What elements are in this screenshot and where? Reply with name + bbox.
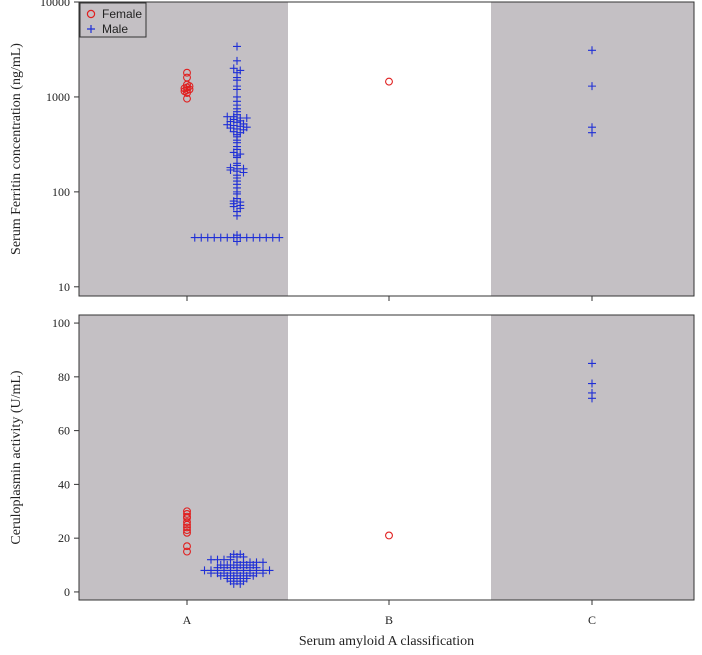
data-point-female bbox=[183, 520, 191, 529]
data-point-male bbox=[226, 555, 235, 564]
data-point-male bbox=[588, 379, 596, 388]
data-point-female bbox=[183, 542, 191, 551]
legend-female-marker bbox=[86, 9, 96, 19]
ferritin-x-ticks bbox=[186, 296, 593, 301]
data-point-female bbox=[183, 547, 191, 556]
data-point-female bbox=[385, 77, 393, 86]
ferritin-y-axis-label: Serum Ferritin concentration (ng/mL) bbox=[9, 43, 24, 255]
ceruloplasmin-points bbox=[183, 359, 596, 588]
y-tick-label: 60 bbox=[58, 424, 70, 438]
x-tick-label: A bbox=[183, 613, 192, 627]
y-tick-label: 20 bbox=[58, 531, 70, 545]
ferritin-plot-frame bbox=[78, 1, 695, 297]
data-point-male bbox=[259, 558, 267, 567]
data-point-male bbox=[233, 85, 241, 94]
data-point-male bbox=[229, 64, 238, 73]
ferritin-points bbox=[180, 42, 596, 246]
data-point-male bbox=[588, 46, 596, 55]
data-point-male bbox=[233, 110, 241, 119]
ceruloplasmin-y-axis: 0 20 40 60 80 100 bbox=[52, 316, 79, 599]
data-point-male bbox=[223, 120, 232, 129]
data-point-female bbox=[183, 68, 191, 77]
y-tick-label: 10 bbox=[58, 280, 70, 294]
legend-female-label: Female bbox=[102, 7, 142, 21]
data-point-female bbox=[183, 528, 191, 537]
data-point-male bbox=[229, 148, 238, 157]
legend-male-label: Male bbox=[102, 22, 128, 36]
data-point-male bbox=[265, 566, 274, 575]
data-point-male bbox=[259, 569, 267, 578]
data-point-male bbox=[242, 113, 251, 122]
data-point-male bbox=[239, 168, 248, 177]
data-point-male bbox=[588, 128, 596, 137]
y-tick-label: 40 bbox=[58, 477, 70, 491]
shade-A bbox=[79, 315, 288, 600]
data-point-female bbox=[185, 85, 194, 94]
ceruloplasmin-plot-frame bbox=[78, 314, 695, 601]
y-tick-label: 0 bbox=[64, 585, 70, 599]
data-point-male bbox=[236, 128, 245, 137]
data-point-male bbox=[588, 82, 596, 91]
legend-male-marker bbox=[87, 25, 95, 33]
data-point-male bbox=[233, 42, 241, 51]
data-point-female bbox=[183, 73, 191, 82]
data-point-female bbox=[183, 94, 191, 103]
shade-A bbox=[79, 2, 288, 296]
data-point-male bbox=[226, 165, 235, 174]
y-tick-label: 80 bbox=[58, 370, 70, 384]
x-tick-label: B bbox=[385, 613, 393, 627]
data-point-female bbox=[183, 510, 191, 518]
ferritin-y-axis: 10 100 1000 10000 bbox=[40, 0, 79, 294]
ceruloplasmin-panel: 0 20 40 60 80 100 A B C Ceruloplasmin activity … bbox=[9, 314, 695, 649]
data-point-male bbox=[233, 211, 241, 220]
shade-C bbox=[491, 2, 694, 296]
data-point-female bbox=[183, 526, 191, 535]
ferritin-panel: 10 100 1000 10000 Serum Ferritin concentrat… bbox=[9, 0, 695, 301]
shade-C bbox=[491, 315, 694, 600]
data-point-male bbox=[588, 394, 596, 403]
y-tick-label: 10000 bbox=[40, 0, 70, 9]
data-point-male bbox=[229, 202, 238, 211]
ceruloplasmin-y-axis-label: Ceruloplasmin activity (U/mL) bbox=[9, 370, 24, 545]
y-tick-label: 100 bbox=[52, 316, 70, 330]
y-tick-label: 1000 bbox=[46, 90, 70, 104]
data-point-female bbox=[183, 518, 191, 526]
data-point-male bbox=[233, 56, 241, 65]
data-point-male bbox=[249, 571, 258, 580]
data-point-male bbox=[236, 150, 245, 159]
x-tick-label: C bbox=[588, 613, 596, 627]
data-point-male bbox=[275, 233, 284, 242]
data-point-male bbox=[226, 124, 235, 133]
data-point-male bbox=[233, 237, 241, 246]
ceruloplasmin-x-axis: A B C bbox=[183, 600, 596, 627]
data-point-male bbox=[588, 359, 596, 368]
y-tick-label: 100 bbox=[52, 185, 70, 199]
legend: Female Male bbox=[79, 2, 147, 38]
data-point-female bbox=[385, 531, 393, 540]
data-point-female bbox=[183, 523, 191, 532]
x-axis-label: Serum amyloid A classification bbox=[299, 634, 474, 649]
data-point-male bbox=[236, 579, 245, 588]
